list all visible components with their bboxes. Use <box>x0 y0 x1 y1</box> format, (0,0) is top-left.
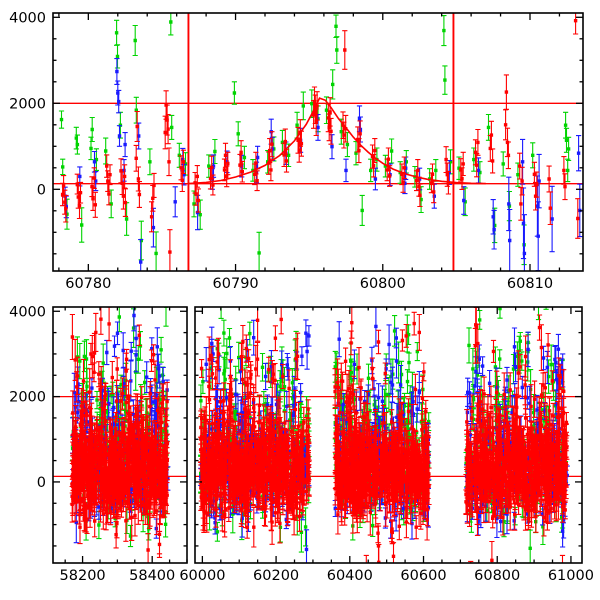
y-tick-label: 0 <box>37 475 46 491</box>
x-tick-label: 60400 <box>327 568 373 584</box>
axis-ticks <box>53 307 188 563</box>
y-tick-label: 4000 <box>9 304 46 320</box>
axis-ticks <box>195 307 582 563</box>
axis-ticks <box>53 13 583 271</box>
x-tick-label: 60000 <box>179 568 225 584</box>
plot-area <box>53 307 187 563</box>
series-red-band-markers <box>199 317 569 563</box>
y-tick-label: 2000 <box>9 390 46 406</box>
x-tick-label: 60790 <box>213 276 259 292</box>
model-curve <box>188 97 486 185</box>
y-tick-label: 0 <box>37 182 46 198</box>
series-red-band-markers <box>70 317 169 552</box>
x-tick-label: 61000 <box>548 568 594 584</box>
top-panel: 60780 60790 60800 60810 0 2000 4000 <box>9 10 584 292</box>
axes-box <box>52 12 584 272</box>
x-tick-label: 58200 <box>60 568 106 584</box>
x-tick-label: 60200 <box>253 568 299 584</box>
x-tick-label: 60810 <box>507 276 553 292</box>
axes-box <box>52 306 188 564</box>
plot-area <box>53 13 583 271</box>
plot-area <box>195 307 582 563</box>
y-tick-label: 2000 <box>9 96 46 112</box>
x-tick-label: 60800 <box>360 276 406 292</box>
axes-box <box>194 306 583 564</box>
x-tick-label: 58400 <box>129 568 175 584</box>
y-tick-label: 4000 <box>9 10 46 26</box>
x-tick-label: 60800 <box>474 568 520 584</box>
x-tick-label: 60780 <box>65 276 111 292</box>
bottom-panel: 58200 58400 0 2000 4000 60000 60200 60400 60600 6… <box>9 304 594 584</box>
x-tick-label: 60600 <box>400 568 446 584</box>
